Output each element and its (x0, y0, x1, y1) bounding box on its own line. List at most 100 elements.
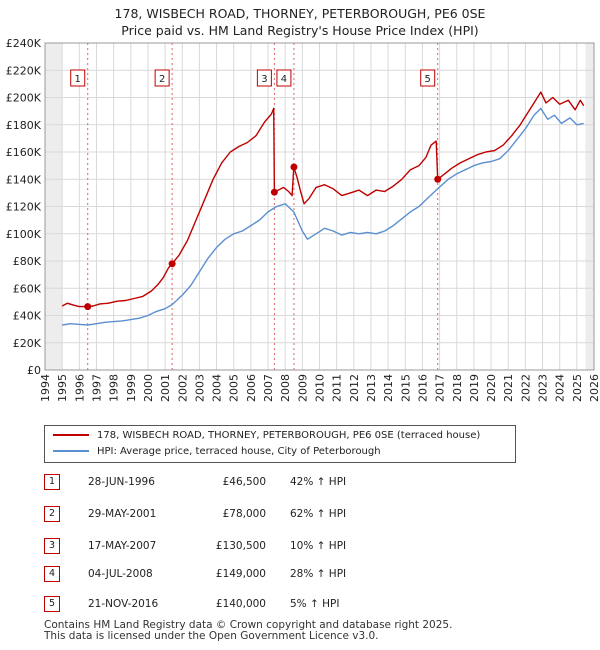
sale-row: 2 29-MAY-2001 £78,000 62% ↑ HPI (44, 505, 464, 523)
sale-marker-box (256, 69, 272, 87)
sale-marker-box (70, 69, 86, 87)
title-line-2: Price paid vs. HM Land Registry's House … (121, 23, 479, 38)
sale-row: 1 28-JUN-1996 £46,500 42% ↑ HPI (44, 473, 464, 491)
sale-point (270, 188, 278, 196)
legend: 178, WISBECH ROAD, THORNEY, PETERBOROUGH… (44, 425, 516, 463)
sale-marker-label: 4 (281, 74, 287, 85)
x-tick-label: 2000 (142, 374, 155, 402)
sale-price: £46,500 (222, 476, 266, 488)
x-tick-label: 2013 (365, 374, 378, 402)
x-tick-label: 2018 (451, 374, 464, 402)
y-tick-label: £220K (6, 64, 42, 77)
footer-attribution: Contains HM Land Registry data © Crown c… (44, 620, 452, 642)
x-tick-label: 2008 (279, 374, 292, 402)
sale-number-badge: 4 (44, 566, 60, 582)
sale-date: 21-NOV-2016 (88, 598, 159, 610)
sale-marker-label: 1 (75, 74, 81, 85)
x-tick-label: 2014 (382, 374, 395, 402)
x-tick-label: 2022 (519, 374, 532, 402)
legend-item-hpi: HPI: Average price, terraced house, City… (53, 444, 381, 460)
x-tick-label: 1996 (73, 374, 86, 402)
x-tick-label: 2002 (176, 374, 189, 402)
sale-number-badge: 1 (44, 474, 60, 490)
x-tick-label: 2025 (571, 374, 584, 402)
sale-point (434, 175, 442, 183)
x-tick-label: 2011 (331, 374, 344, 402)
property-price-line (61, 91, 585, 308)
title-line-1: 178, WISBECH ROAD, THORNEY, PETERBOROUGH… (114, 6, 486, 21)
y-tick-label: £40K (13, 310, 42, 323)
property-line-swatch (53, 434, 89, 436)
hpi-line (62, 107, 584, 326)
y-tick-label: £200K (6, 92, 42, 105)
y-tick-label: £180K (6, 119, 42, 132)
x-tick-label: 2015 (399, 374, 412, 402)
y-tick-label: £160K (6, 146, 42, 159)
sale-marker-label: 3 (261, 74, 267, 85)
x-tick-label: 2012 (348, 374, 361, 402)
chart-title: 178, WISBECH ROAD, THORNEY, PETERBOROUGH… (0, 5, 600, 39)
sale-price: £78,000 (222, 508, 266, 520)
sale-date: 17-MAY-2007 (88, 540, 157, 552)
sale-row: 4 04-JUL-2008 £149,000 28% ↑ HPI (44, 565, 464, 583)
sale-date: 28-JUN-1996 (88, 476, 155, 488)
sale-date: 04-JUL-2008 (88, 568, 153, 580)
sale-row: 5 21-NOV-2016 £140,000 5% ↑ HPI (44, 595, 464, 613)
sale-marker-label: 2 (159, 74, 165, 85)
sale-point (290, 163, 298, 171)
hpi-line-swatch (53, 450, 89, 452)
x-tick-label: 2005 (228, 374, 241, 402)
sale-price: £140,000 (215, 598, 266, 610)
sale-price: £130,500 (215, 540, 266, 552)
sale-hpi-diff: 10% ↑ HPI (290, 540, 347, 552)
sale-number-badge: 3 (44, 538, 60, 554)
x-tick-label: 2024 (554, 374, 567, 402)
y-tick-label: £240K (6, 37, 42, 50)
x-tick-label: 1998 (108, 374, 121, 402)
x-tick-label: 2023 (537, 374, 550, 402)
x-tick-label: 2020 (485, 374, 498, 402)
x-tick-label: 1997 (90, 374, 103, 402)
x-tick-label: 2003 (193, 374, 206, 402)
plot-frame (44, 42, 595, 371)
x-tick-label: 2006 (245, 374, 258, 402)
legend-item-property: 178, WISBECH ROAD, THORNEY, PETERBOROUGH… (53, 428, 480, 444)
sale-marker-box (420, 69, 436, 87)
x-tick-label: 1994 (39, 374, 52, 402)
footer-line-2: This data is licensed under the Open Gov… (44, 630, 379, 642)
sale-number-badge: 2 (44, 506, 60, 522)
x-tick-label: 2001 (159, 374, 172, 402)
x-tick-label: 2010 (314, 374, 327, 402)
sale-row: 3 17-MAY-2007 £130,500 10% ↑ HPI (44, 537, 464, 555)
price-chart: £0 £20K £40K £60K £80K £100K £120K £140K £160K £1… (6, 37, 600, 402)
sale-hpi-diff: 42% ↑ HPI (290, 476, 347, 488)
y-tick-label: £0 (27, 364, 41, 377)
y-tick-label: £20K (13, 337, 42, 350)
x-tick-label: 1999 (125, 374, 138, 402)
y-tick-label: £140K (6, 173, 42, 186)
x-tick-label: 1995 (56, 374, 69, 402)
x-tick-label: 2021 (502, 374, 515, 402)
x-tick-label: 2019 (468, 374, 481, 402)
sale-hpi-diff: 5% ↑ HPI (290, 598, 340, 610)
x-tick-label: 2026 (588, 374, 600, 402)
sale-marker-box (276, 69, 292, 87)
footer-line-1: Contains HM Land Registry data © Crown c… (44, 619, 453, 631)
x-tick-label: 2016 (416, 374, 429, 402)
x-tick-label: 2017 (434, 374, 447, 402)
legend-hpi-label: HPI: Average price, terraced house, City… (97, 446, 381, 457)
y-tick-label: £80K (13, 255, 42, 268)
sale-marker-box (154, 69, 170, 87)
sale-point (84, 303, 92, 311)
y-tick-label: £100K (6, 228, 42, 241)
x-tick-label: 2009 (296, 374, 309, 402)
sale-hpi-diff: 28% ↑ HPI (290, 568, 347, 580)
sale-point (168, 260, 176, 268)
sale-date: 29-MAY-2001 (88, 508, 157, 520)
x-tick-label: 2004 (211, 374, 224, 402)
sale-price: £149,000 (215, 568, 266, 580)
sale-hpi-diff: 62% ↑ HPI (290, 508, 347, 520)
y-tick-label: £120K (6, 201, 42, 214)
y-tick-label: £60K (13, 282, 42, 295)
x-tick-label: 2007 (262, 374, 275, 402)
